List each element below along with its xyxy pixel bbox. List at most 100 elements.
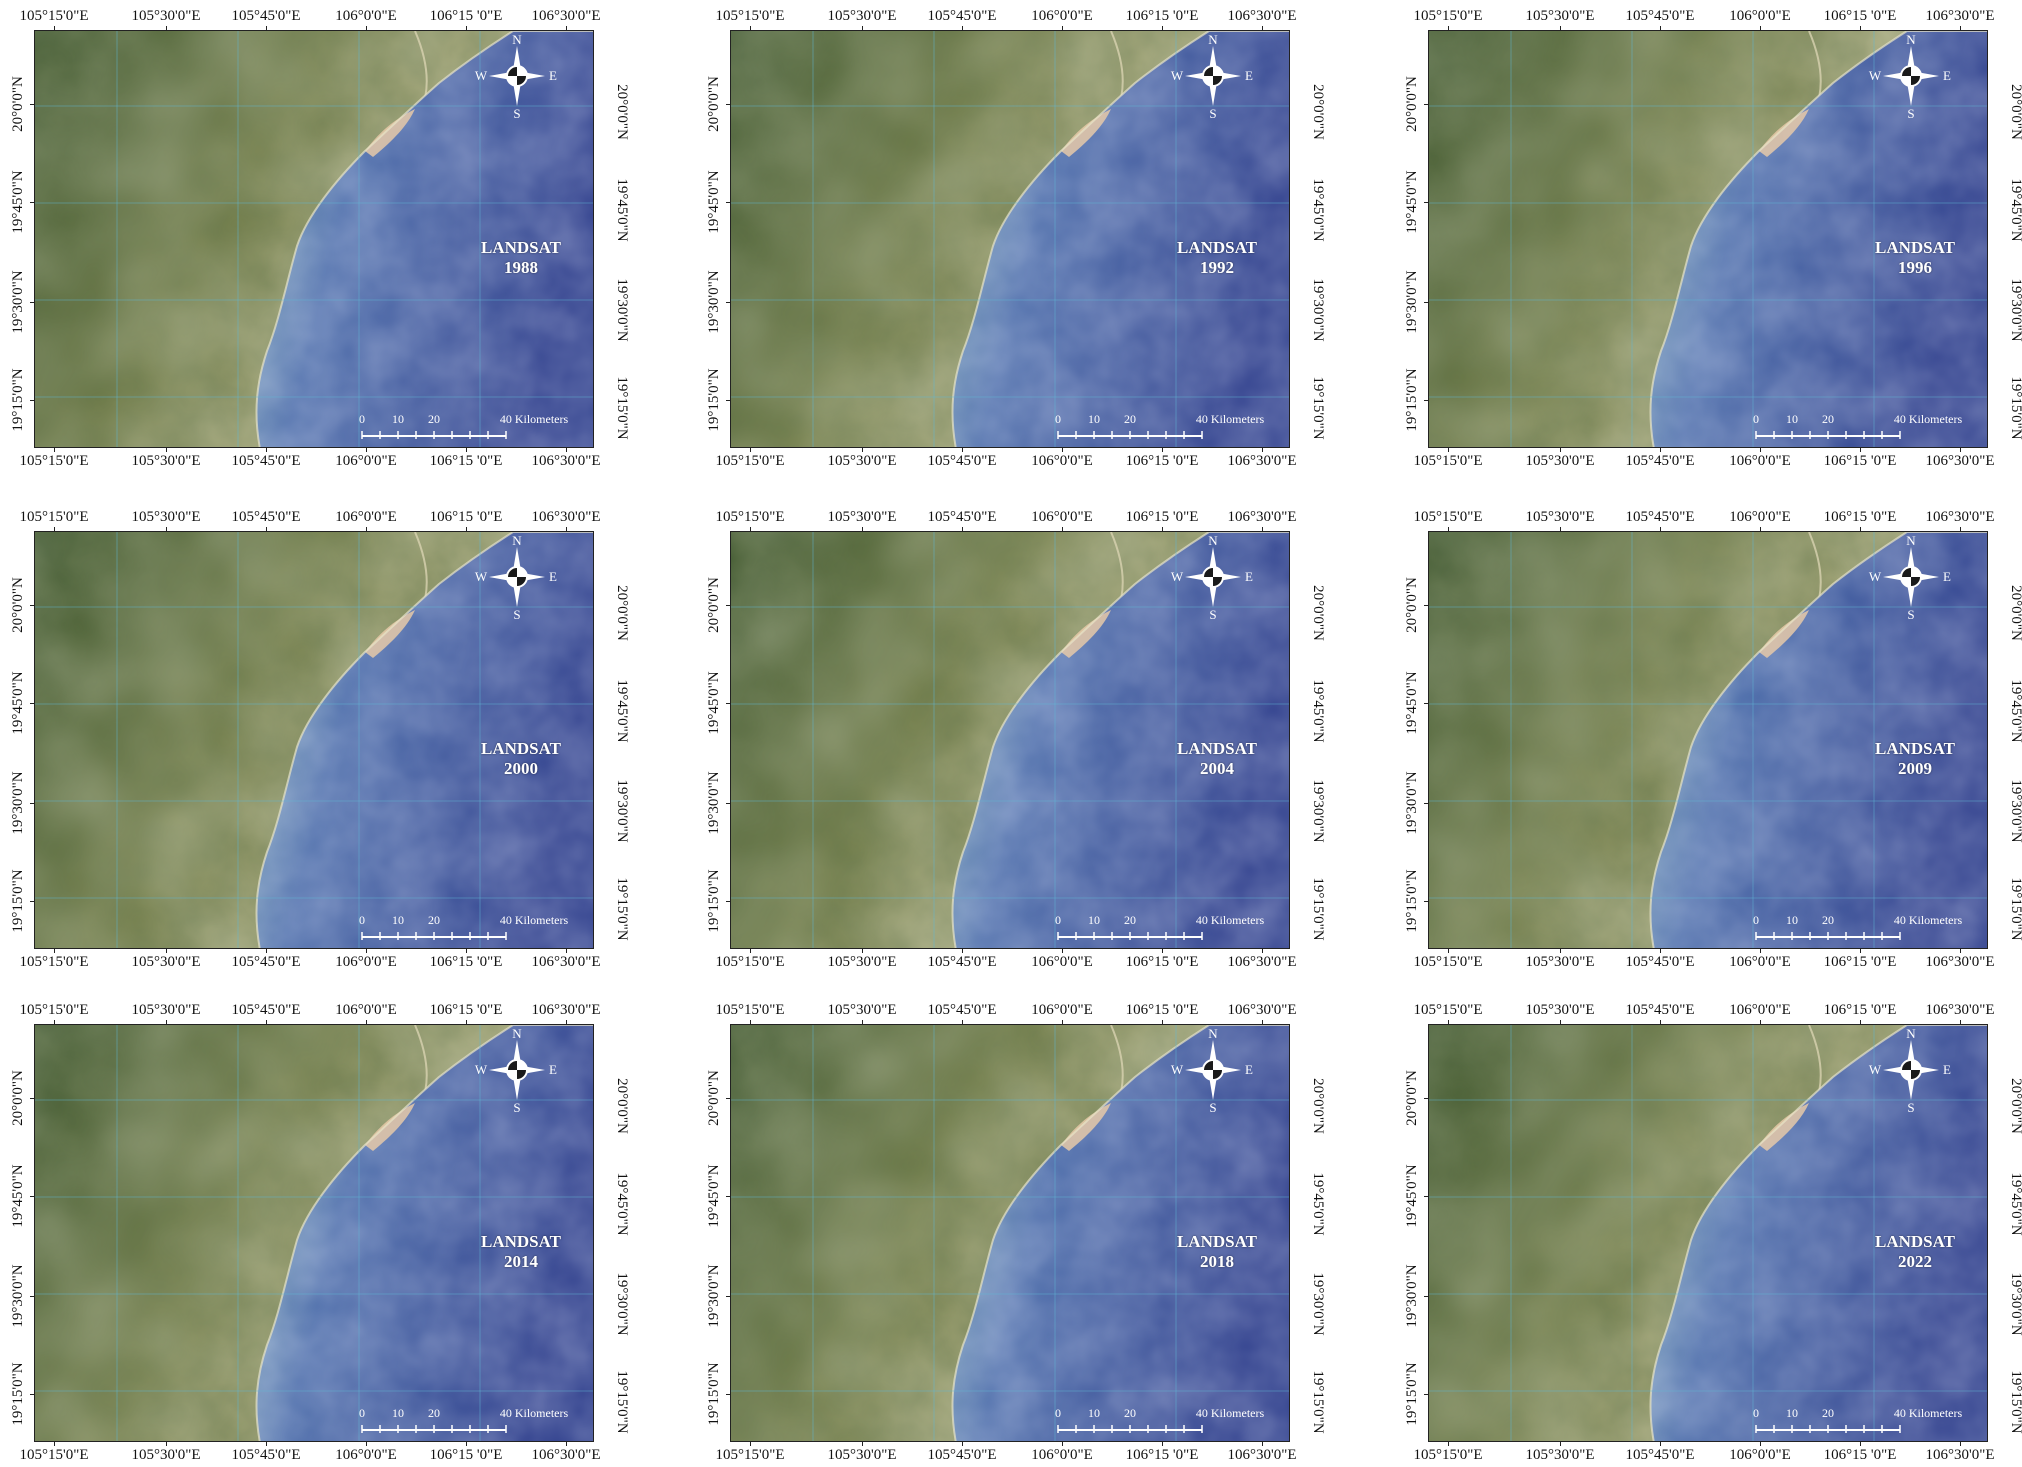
north-arrow-icon: N S E W bbox=[1171, 32, 1253, 121]
longitude-label: 105°45'0"E bbox=[231, 1002, 301, 1018]
sensor-label: LANDSAT bbox=[1875, 238, 1955, 257]
longitude-label: 106°0'0"E bbox=[335, 1002, 397, 1018]
scale-tick-label: 10 bbox=[1088, 412, 1100, 426]
longitude-tick bbox=[54, 527, 55, 531]
latitude-label: 19°45'0"N bbox=[1310, 1172, 1326, 1236]
scale-bar: 0 10 20 40 Kilometers bbox=[356, 408, 596, 444]
satellite-image bbox=[730, 30, 1290, 448]
latitude-label: 19°30'0"N bbox=[1310, 779, 1326, 843]
panel-title: LANDSAT 2018 bbox=[1177, 1232, 1257, 1272]
longitude-label: 106°30'0"E bbox=[1227, 509, 1297, 525]
longitude-tick bbox=[862, 1442, 863, 1446]
longitude-label: 105°30'0"E bbox=[1525, 509, 1595, 525]
latitude-label: 19°45'0"N bbox=[2008, 1172, 2022, 1236]
longitude-tick bbox=[1660, 1442, 1661, 1446]
latitude-label: 19°30'0"N bbox=[10, 1264, 26, 1328]
compass-e-label: E bbox=[549, 68, 557, 83]
longitude-tick bbox=[366, 1020, 367, 1024]
scale-bar-line bbox=[361, 431, 507, 439]
longitude-label: 106°0'0"E bbox=[1031, 453, 1093, 469]
satellite-image-render bbox=[1429, 1025, 1987, 1441]
latitude-label: 19°15'0"N bbox=[1310, 877, 1326, 941]
longitude-label: 106°15 '0"E bbox=[429, 954, 503, 970]
longitude-label: 106°15 '0"E bbox=[429, 8, 503, 24]
longitude-label: 106°0'0"E bbox=[1031, 954, 1093, 970]
longitude-label: 106°0'0"E bbox=[1729, 1447, 1791, 1463]
compass-n-label: N bbox=[1208, 1026, 1218, 1041]
longitude-tick bbox=[266, 1442, 267, 1446]
scale-bar: 0 10 20 40 Kilometers bbox=[356, 909, 596, 945]
latitude-label: 19°15'0"N bbox=[1310, 376, 1326, 440]
compass-w-label: W bbox=[1868, 68, 1882, 83]
longitude-tick bbox=[54, 949, 55, 953]
longitude-tick bbox=[366, 949, 367, 953]
north-arrow-icon: N S E W bbox=[1868, 32, 1951, 121]
latitude-label: 19°45'0"N bbox=[1404, 170, 1420, 234]
latitude-tick bbox=[726, 703, 730, 704]
longitude-label: 106°15 '0"E bbox=[429, 453, 503, 469]
satellite-image bbox=[730, 1024, 1290, 1442]
latitude-label: 19°30'0"N bbox=[10, 270, 26, 334]
longitude-label: 105°45'0"E bbox=[927, 954, 997, 970]
longitude-label: 106°0'0"E bbox=[1729, 1002, 1791, 1018]
longitude-label: 106°15 '0"E bbox=[1125, 1002, 1199, 1018]
longitude-tick bbox=[862, 949, 863, 953]
longitude-tick bbox=[1162, 26, 1163, 30]
latitude-label: 19°30'0"N bbox=[614, 1272, 630, 1336]
longitude-label: 105°45'0"E bbox=[1625, 954, 1695, 970]
latitude-tick bbox=[1424, 302, 1428, 303]
latitude-label: 20°0'0"N bbox=[2008, 585, 2022, 641]
longitude-label: 106°30'0"E bbox=[531, 1002, 601, 1018]
longitude-tick bbox=[962, 26, 963, 30]
latitude-label: 19°15'0"N bbox=[2008, 877, 2022, 941]
longitude-label: 105°30'0"E bbox=[827, 8, 897, 24]
compass-s-label: S bbox=[513, 607, 521, 622]
year-label: 1992 bbox=[1199, 258, 1234, 277]
latitude-tick bbox=[726, 202, 730, 203]
scale-tick-label: 20 bbox=[428, 412, 440, 426]
compass-rose-icon bbox=[1185, 1040, 1241, 1100]
longitude-tick bbox=[1860, 949, 1861, 953]
longitude-tick bbox=[750, 448, 751, 452]
compass-s-label: S bbox=[1209, 607, 1217, 622]
latitude-label: 19°15'0"N bbox=[614, 376, 630, 440]
latitude-label: 19°45'0"N bbox=[2008, 679, 2022, 743]
longitude-label: 105°15'0"E bbox=[715, 509, 785, 525]
latitude-tick bbox=[30, 803, 34, 804]
scale-tick-label: 10 bbox=[392, 913, 404, 927]
longitude-label: 105°15'0"E bbox=[19, 453, 89, 469]
longitude-tick bbox=[750, 1442, 751, 1446]
longitude-tick bbox=[366, 1442, 367, 1446]
latitude-tick bbox=[726, 104, 730, 105]
compass-w-label: W bbox=[1868, 569, 1882, 584]
latitude-label: 19°45'0"N bbox=[706, 170, 722, 234]
longitude-label: 106°30'0"E bbox=[1227, 1002, 1297, 1018]
sensor-label: LANDSAT bbox=[481, 238, 561, 257]
longitude-tick bbox=[1448, 1020, 1449, 1024]
panel-title: LANDSAT 1988 bbox=[481, 238, 561, 278]
longitude-tick bbox=[54, 1020, 55, 1024]
compass-s-label: S bbox=[1907, 106, 1915, 121]
longitude-label: 105°45'0"E bbox=[927, 509, 997, 525]
latitude-tick bbox=[30, 703, 34, 704]
longitude-tick bbox=[466, 1442, 467, 1446]
compass-w-label: W bbox=[1868, 1062, 1882, 1077]
longitude-tick bbox=[1448, 448, 1449, 452]
longitude-label: 106°0'0"E bbox=[1031, 8, 1093, 24]
scale-end-label: 40 Kilometers bbox=[1195, 1406, 1265, 1420]
longitude-tick bbox=[54, 1442, 55, 1446]
longitude-label: 105°15'0"E bbox=[1413, 954, 1483, 970]
longitude-tick bbox=[166, 949, 167, 953]
longitude-label: 105°45'0"E bbox=[1625, 509, 1695, 525]
longitude-tick bbox=[366, 448, 367, 452]
compass-s-label: S bbox=[1907, 1100, 1915, 1115]
north-arrow-icon: N S E W bbox=[1171, 1026, 1253, 1115]
latitude-label: 19°45'0"N bbox=[706, 1164, 722, 1228]
latitude-tick bbox=[726, 1098, 730, 1099]
longitude-tick bbox=[54, 26, 55, 30]
latitude-tick bbox=[30, 1394, 34, 1395]
longitude-label: 106°0'0"E bbox=[1031, 1002, 1093, 1018]
year-label: 1988 bbox=[503, 258, 538, 277]
latitude-tick bbox=[1424, 1394, 1428, 1395]
latitude-label: 19°15'0"N bbox=[10, 869, 26, 933]
